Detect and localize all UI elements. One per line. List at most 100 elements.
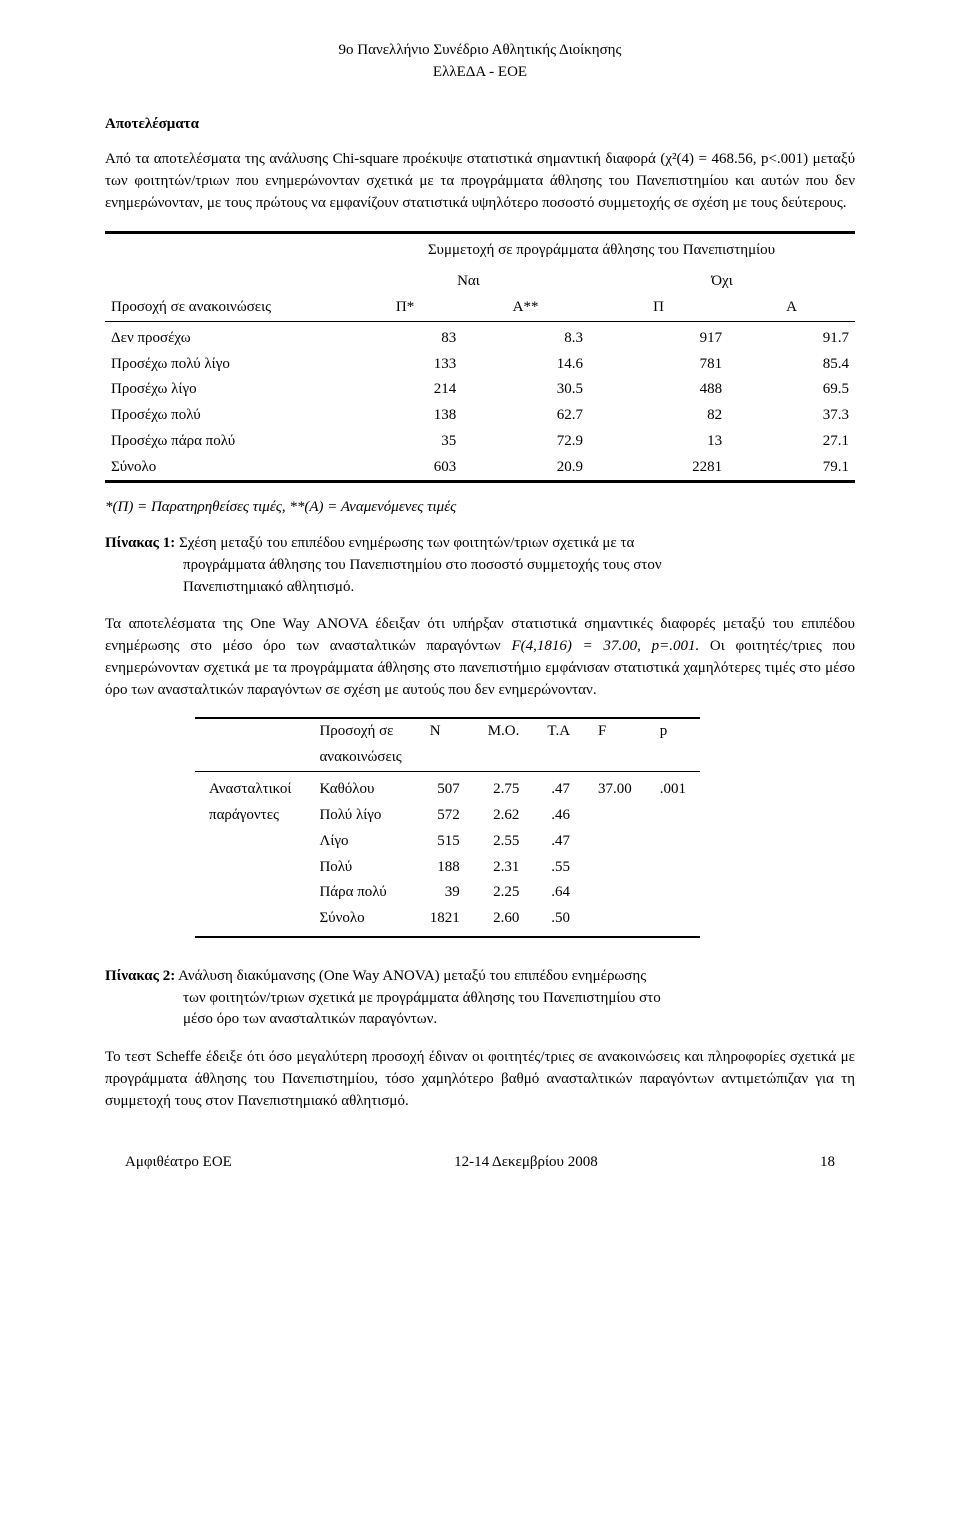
pinakas-1-text2: προγράμματα άθλησης του Πανεπιστημίου στ… [105, 555, 855, 577]
t2-p [646, 880, 700, 906]
section-title: Αποτελέσματα [105, 114, 855, 136]
pinakas-2-text3: μέσο όρο των ανασταλτικών παραγόντων. [105, 1009, 855, 1031]
t2-label: Καθόλου [305, 777, 415, 803]
table1-no-label: Όχι [589, 269, 855, 295]
pinakas-1-text3: Πανεπιστημιακό αθλητισμό. [105, 577, 855, 599]
t1-p1: 83 [348, 326, 462, 352]
t1-a1: 8.3 [462, 326, 589, 352]
t2-ta: .64 [533, 880, 584, 906]
footer-center: 12-14 Δεκεμβρίου 2008 [454, 1152, 598, 1174]
t2-mo: 2.25 [474, 880, 534, 906]
t2-h1a: Προσοχή σε [305, 718, 415, 745]
t2-hmo: Μ.Ο. [474, 718, 534, 745]
header-org: ΕλλΕΔΑ - ΕΟΕ [105, 62, 855, 84]
t2-p [646, 855, 700, 881]
t2-mo: 2.31 [474, 855, 534, 881]
t2-mo: 2.55 [474, 829, 534, 855]
t2-label: Πολύ λίγο [305, 803, 415, 829]
t1-p1: 603 [348, 455, 462, 482]
table1-row: Προσέχω πάρα πολύ3572.91327.1 [105, 429, 855, 455]
table1-rowheader: Προσοχή σε ανακοινώσεις [105, 295, 348, 321]
table1-row: Προσέχω πολύ13862.78237.3 [105, 403, 855, 429]
t1-p1: 133 [348, 352, 462, 378]
t2-hp: p [646, 718, 700, 745]
t2-p: .001 [646, 777, 700, 803]
t1-label: Προσέχω λίγο [105, 377, 348, 403]
table1-col-p2: Π [589, 295, 728, 321]
table1-row: Δεν προσέχω838.391791.7 [105, 326, 855, 352]
t2-label: Πάρα πολύ [305, 880, 415, 906]
pinakas-2-text2: των φοιτητών/τριων σχετικά με προγράμματ… [105, 988, 855, 1010]
table1-caption: Συμμετοχή σε προγράμματα άθλησης του Παν… [348, 238, 855, 264]
para2-italic: F(4,1816) = 37.00, p=.001. [511, 638, 699, 654]
t1-p1: 138 [348, 403, 462, 429]
header-conference: 9ο Πανελλήνιο Συνέδριο Αθλητικής Διοίκησ… [105, 40, 855, 62]
t2-h1b: ανακοινώσεις [305, 745, 415, 771]
t2-mo: 2.62 [474, 803, 534, 829]
t2-rowgroup [195, 906, 305, 932]
t2-f [584, 829, 646, 855]
t1-p2: 13 [589, 429, 728, 455]
t2-ta: .46 [533, 803, 584, 829]
t1-a2: 27.1 [728, 429, 855, 455]
t1-a1: 30.5 [462, 377, 589, 403]
t1-a1: 20.9 [462, 455, 589, 482]
page-footer: Αμφιθέατρο ΕΟΕ 12-14 Δεκεμβρίου 2008 18 [105, 1152, 855, 1174]
footer-left: Αμφιθέατρο ΕΟΕ [125, 1152, 232, 1174]
t1-p2: 917 [589, 326, 728, 352]
t2-mo: 2.60 [474, 906, 534, 932]
table1-col-p1: Π* [348, 295, 462, 321]
pinakas-2-text1: Ανάλυση διακύμανσης (One Way ANOVA) μετα… [175, 968, 646, 984]
table-1: Συμμετοχή σε προγράμματα άθλησης του Παν… [105, 231, 855, 488]
t1-a1: 14.6 [462, 352, 589, 378]
t1-a2: 69.5 [728, 377, 855, 403]
t2-label: Λίγο [305, 829, 415, 855]
t1-label: Προσέχω πολύ [105, 403, 348, 429]
t2-hn: N [416, 718, 474, 745]
t2-rowgroup: παράγοντες [195, 803, 305, 829]
paragraph-2: Τα αποτελέσματα της One Way ANOVA έδειξα… [105, 614, 855, 701]
t1-a2: 85.4 [728, 352, 855, 378]
table2-row: ΑνασταλτικοίΚαθόλου5072.75.4737.00.001 [195, 777, 700, 803]
paragraph-3: Το τεστ Scheffe έδειξε ότι όσο μεγαλύτερ… [105, 1047, 855, 1112]
t1-p2: 488 [589, 377, 728, 403]
t2-mo: 2.75 [474, 777, 534, 803]
pinakas-2-label: Πίνακας 2: [105, 968, 175, 984]
t2-n: 1821 [416, 906, 474, 932]
t2-n: 39 [416, 880, 474, 906]
table-2: Προσοχή σε N Μ.Ο. Τ.Α F p ανακοινώσεις Α… [195, 717, 700, 938]
t2-n: 515 [416, 829, 474, 855]
t1-p2: 2281 [589, 455, 728, 482]
t2-p [646, 803, 700, 829]
table2-row: Σύνολο18212.60.50 [195, 906, 700, 932]
t2-rowgroup [195, 855, 305, 881]
t2-f [584, 855, 646, 881]
table1-col-a2: Α [728, 295, 855, 321]
t1-p1: 35 [348, 429, 462, 455]
table2-row: Λίγο5152.55.47 [195, 829, 700, 855]
t2-ta: .50 [533, 906, 584, 932]
t1-a1: 62.7 [462, 403, 589, 429]
t2-f [584, 803, 646, 829]
t2-f [584, 906, 646, 932]
t2-hta: Τ.Α [533, 718, 584, 745]
footer-right: 18 [820, 1152, 835, 1174]
t1-p2: 781 [589, 352, 728, 378]
t2-p [646, 906, 700, 932]
table1-row: Προσέχω λίγο21430.548869.5 [105, 377, 855, 403]
t2-label: Σύνολο [305, 906, 415, 932]
table1-row: Σύνολο60320.9228179.1 [105, 455, 855, 482]
page-header: 9ο Πανελλήνιο Συνέδριο Αθλητικής Διοίκησ… [105, 40, 855, 84]
table2-row: Πολύ1882.31.55 [195, 855, 700, 881]
t1-a1: 72.9 [462, 429, 589, 455]
t1-a2: 79.1 [728, 455, 855, 482]
t1-p2: 82 [589, 403, 728, 429]
t2-n: 188 [416, 855, 474, 881]
t2-label: Πολύ [305, 855, 415, 881]
table1-row: Προσέχω πολύ λίγο13314.678185.4 [105, 352, 855, 378]
t2-rowgroup: Ανασταλτικοί [195, 777, 305, 803]
t2-ta: .55 [533, 855, 584, 881]
t1-label: Προσέχω πολύ λίγο [105, 352, 348, 378]
t2-ta: .47 [533, 777, 584, 803]
pinakas-1-label: Πίνακας 1: [105, 535, 175, 551]
